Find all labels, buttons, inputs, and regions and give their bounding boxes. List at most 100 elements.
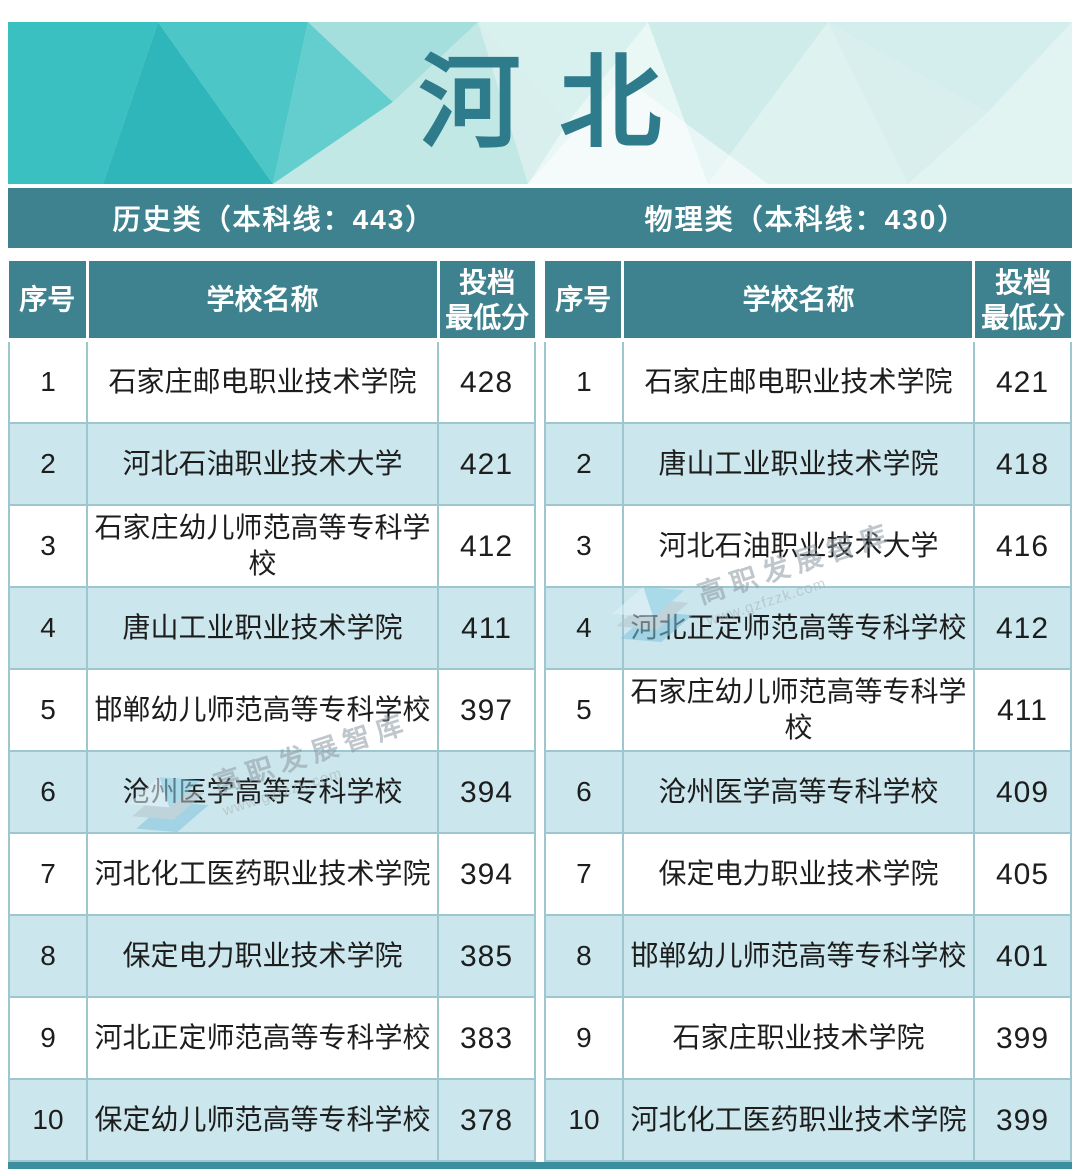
score-tables: 序号 学校名称 投档 最低分 1 石家庄邮电职业技术学院 428 2 河北石油职业技术… [8,261,1073,1162]
score-value: 401 [972,914,1073,998]
row-index: 3 [8,504,88,588]
score-value: 385 [437,914,536,998]
score-value: 411 [972,668,1073,752]
score-value: 421 [437,422,536,506]
col-header-score-line1: 投档 [995,266,1052,298]
col-header-score: 投档 最低分 [973,261,1071,342]
table-row: 1 石家庄邮电职业技术学院 421 [543,339,1073,424]
score-value: 412 [437,504,536,588]
row-index: 9 [543,996,624,1080]
score-value: 397 [437,668,536,752]
row-index: 2 [8,422,88,506]
table-row: 3 石家庄幼儿师范高等专科学校 412 [8,504,536,588]
row-index: 10 [543,1078,624,1162]
row-index: 2 [543,422,624,506]
row-index: 7 [543,832,624,916]
school-name: 保定电力职业技术学院 [86,914,439,998]
score-value: 418 [972,422,1073,506]
row-index: 1 [543,339,624,424]
page-title: 河北 [418,46,701,160]
col-header-score-line2: 最低分 [981,301,1066,333]
school-name: 河北正定师范高等专科学校 [86,996,439,1080]
table-row: 5 石家庄幼儿师范高等专科学校 411 [543,668,1073,752]
school-name: 石家庄幼儿师范高等专科学校 [621,668,975,752]
school-name: 河北化工医药职业技术学院 [621,1078,975,1162]
table-row: 5 邯郸幼儿师范高等专科学校 397 [8,668,536,752]
score-value: 383 [437,996,536,1080]
col-header-no: 序号 [544,261,625,342]
physics-table: 序号 学校名称 投档 最低分 1 石家庄邮电职业技术学院 421 2 唐山工业职业技术… [543,261,1073,1162]
row-index: 8 [543,914,624,998]
score-value: 399 [972,996,1073,1080]
score-value: 394 [437,832,536,916]
school-name: 保定幼儿师范高等专科学校 [86,1078,439,1162]
table-row: 8 邯郸幼儿师范高等专科学校 401 [543,914,1073,998]
table-row: 4 河北正定师范高等专科学校 412 [543,586,1073,670]
score-value: 399 [972,1078,1073,1162]
history-table: 序号 学校名称 投档 最低分 1 石家庄邮电职业技术学院 428 2 河北石油职业技术… [8,261,536,1162]
polygon-mosaic-background [8,22,1072,184]
table-row: 3 河北石油职业技术大学 416 [543,504,1073,588]
table-row: 1 石家庄邮电职业技术学院 428 [8,339,536,424]
score-value: 405 [972,832,1073,916]
table-row: 2 唐山工业职业技术学院 418 [543,422,1073,506]
row-index: 4 [543,586,624,670]
school-name: 邯郸幼儿师范高等专科学校 [86,668,439,752]
school-name: 河北化工医药职业技术学院 [86,832,439,916]
table-row: 10 河北化工医药职业技术学院 399 [543,1078,1073,1162]
score-value: 378 [437,1078,536,1162]
score-value: 428 [437,339,536,424]
row-index: 7 [8,832,88,916]
school-name: 邯郸幼儿师范高等专科学校 [621,914,975,998]
score-value: 421 [972,339,1073,424]
col-header-score-line2: 最低分 [445,301,530,333]
row-index: 6 [543,750,624,834]
row-index: 5 [8,668,88,752]
table-row: 4 唐山工业职业技术学院 411 [8,586,536,670]
score-value: 412 [972,586,1073,670]
score-value: 416 [972,504,1073,588]
table-divider [536,261,544,1162]
table-row: 6 沧州医学高等专科学校 409 [543,750,1073,834]
school-name: 河北石油职业技术大学 [86,422,439,506]
row-index: 8 [8,914,88,998]
bottom-accent-strip [8,1162,1072,1169]
school-name: 河北正定师范高等专科学校 [621,586,975,670]
row-index: 6 [8,750,88,834]
table-row: 7 河北化工医药职业技术学院 394 [8,832,536,916]
school-name: 沧州医学高等专科学校 [621,750,975,834]
row-index: 10 [8,1078,88,1162]
col-header-no: 序号 [9,261,89,342]
school-name: 河北石油职业技术大学 [621,504,975,588]
physics-category-half: 物理类（本科线：430） [540,188,1072,248]
history-category-label: 历史类（本科线：443） [112,204,436,235]
row-index: 1 [8,339,88,424]
table-row: 9 石家庄职业技术学院 399 [543,996,1073,1080]
province-banner: 河北 [8,22,1072,184]
physics-category-label: 物理类（本科线：430） [644,204,968,235]
score-value: 411 [437,586,536,670]
table-row: 9 河北正定师范高等专科学校 383 [8,996,536,1080]
row-index: 4 [8,586,88,670]
school-name: 保定电力职业技术学院 [621,832,975,916]
row-index: 3 [543,504,624,588]
col-header-school: 学校名称 [87,261,440,342]
table-header-row: 序号 学校名称 投档 最低分 [9,261,535,342]
table-header-row: 序号 学校名称 投档 最低分 [544,261,1071,342]
row-index: 5 [543,668,624,752]
table-row: 10 保定幼儿师范高等专科学校 378 [8,1078,536,1162]
school-name: 石家庄邮电职业技术学院 [621,339,975,424]
school-name: 石家庄幼儿师范高等专科学校 [86,504,439,588]
table-row: 8 保定电力职业技术学院 385 [8,914,536,998]
score-value: 409 [972,750,1073,834]
table-row: 2 河北石油职业技术大学 421 [8,422,536,506]
category-band: 历史类（本科线：443） 物理类（本科线：430） [8,188,1072,248]
col-header-school: 学校名称 [622,261,976,342]
history-category-half: 历史类（本科线：443） [8,188,540,248]
school-name: 石家庄邮电职业技术学院 [86,339,439,424]
score-value: 394 [437,750,536,834]
school-name: 唐山工业职业技术学院 [86,586,439,670]
table-row: 7 保定电力职业技术学院 405 [543,832,1073,916]
school-name: 沧州医学高等专科学校 [86,750,439,834]
col-header-score-line1: 投档 [459,266,516,298]
